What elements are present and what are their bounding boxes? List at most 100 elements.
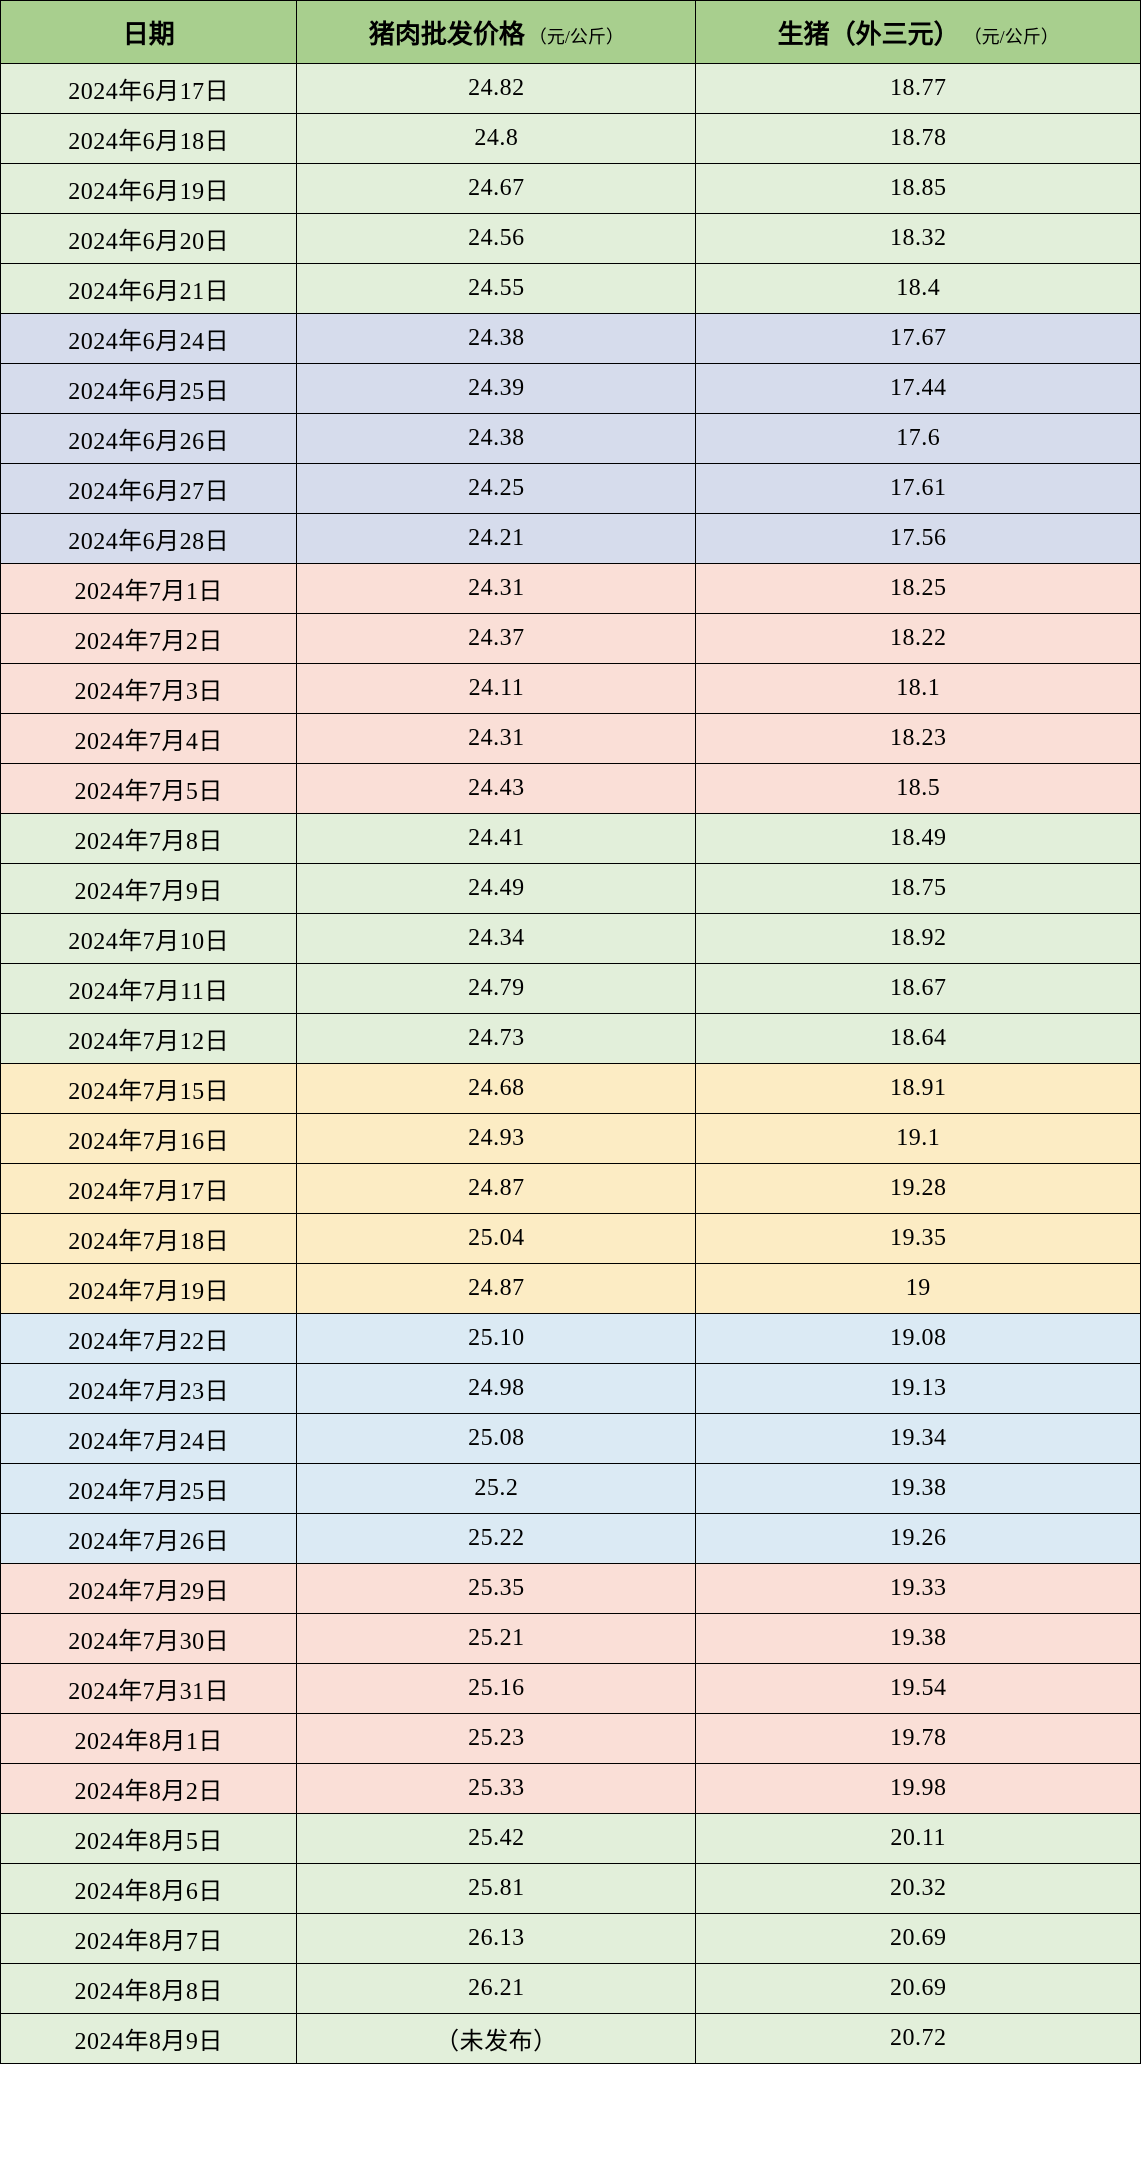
wholesale-price-cell-value: 25.33 (468, 1775, 525, 1801)
date-cell-value: 2024年7月16日 (68, 1129, 229, 1155)
hog-price-cell-value: 19.34 (890, 1425, 947, 1451)
table-row: 2024年7月23日24.9819.13 (1, 1364, 1141, 1414)
date-cell: 2024年6月24日 (1, 314, 297, 364)
wholesale-price-cell-value: 24.79 (468, 975, 525, 1001)
wholesale-price-cell-value: 24.43 (468, 775, 525, 801)
date-cell: 2024年7月18日 (1, 1214, 297, 1264)
date-cell-value: 2024年8月9日 (74, 2029, 223, 2055)
hog-price-cell-value: 20.11 (890, 1825, 946, 1851)
hog-price-cell-value: 20.32 (890, 1875, 947, 1901)
hog-price-cell: 19.33 (696, 1564, 1141, 1614)
wholesale-price-cell: 25.42 (297, 1814, 696, 1864)
date-cell: 2024年6月20日 (1, 214, 297, 264)
date-cell-value: 2024年7月9日 (74, 879, 223, 905)
wholesale-price-cell-value: 25.35 (468, 1575, 525, 1601)
hog-price-cell-value: 17.61 (890, 475, 947, 501)
hog-price-cell: 17.56 (696, 514, 1141, 564)
date-cell-value: 2024年7月19日 (68, 1279, 229, 1305)
table-row: 2024年7月19日24.8719 (1, 1264, 1141, 1314)
wholesale-price-cell: 24.43 (297, 764, 696, 814)
date-cell: 2024年7月29日 (1, 1564, 297, 1614)
date-cell: 2024年7月22日 (1, 1314, 297, 1364)
date-cell: 2024年7月24日 (1, 1414, 297, 1464)
hog-price-cell: 20.69 (696, 1964, 1141, 2014)
wholesale-price-cell-value: 26.13 (468, 1925, 525, 1951)
hog-price-cell-value: 19.08 (890, 1325, 947, 1351)
wholesale-price-cell: 25.08 (297, 1414, 696, 1464)
hog-price-cell-value: 18.49 (890, 825, 947, 851)
wholesale-price-cell: 24.79 (297, 964, 696, 1014)
table-row: 2024年7月25日25.219.38 (1, 1464, 1141, 1514)
hog-price-cell-value: 17.44 (890, 375, 947, 401)
table-row: 2024年7月22日25.1019.08 (1, 1314, 1141, 1364)
date-cell: 2024年7月23日 (1, 1364, 297, 1414)
date-cell: 2024年7月10日 (1, 914, 297, 964)
date-cell-value: 2024年8月8日 (74, 1979, 223, 2005)
hog-price-cell: 18.85 (696, 164, 1141, 214)
date-cell: 2024年7月30日 (1, 1614, 297, 1664)
date-cell: 2024年6月26日 (1, 414, 297, 464)
wholesale-price-cell-value: 24.39 (468, 375, 525, 401)
date-cell: 2024年8月5日 (1, 1814, 297, 1864)
wholesale-price-cell: 24.11 (297, 664, 696, 714)
table-row: 2024年7月10日24.3418.92 (1, 914, 1141, 964)
date-cell-value: 2024年7月1日 (74, 579, 223, 605)
hog-price-cell: 20.72 (696, 2014, 1141, 2064)
header-label-big: 日期 (123, 20, 175, 49)
wholesale-price-cell-value: 24.41 (468, 825, 525, 851)
date-cell: 2024年8月7日 (1, 1914, 297, 1964)
header-label-big: 猪肉批发价格 (369, 20, 525, 49)
wholesale-price-cell-value: （未发布） (435, 2029, 558, 2055)
hog-price-cell: 19.34 (696, 1414, 1141, 1464)
hog-price-cell: 18.25 (696, 564, 1141, 614)
date-cell-value: 2024年7月24日 (68, 1429, 229, 1455)
date-cell-value: 2024年7月26日 (68, 1529, 229, 1555)
hog-price-cell-value: 18.4 (896, 275, 940, 301)
date-cell-value: 2024年6月21日 (68, 279, 229, 305)
hog-price-cell-value: 19 (906, 1275, 931, 1301)
wholesale-price-cell-value: 24.87 (468, 1175, 525, 1201)
date-cell-value: 2024年6月18日 (68, 129, 229, 155)
date-cell-value: 2024年7月23日 (68, 1379, 229, 1405)
date-cell-value: 2024年6月19日 (68, 179, 229, 205)
hog-price-cell: 19.54 (696, 1664, 1141, 1714)
wholesale-price-cell: 24.68 (297, 1064, 696, 1114)
table-row: 2024年6月28日 24.2117.56 (1, 514, 1141, 564)
date-cell-value: 2024年8月7日 (74, 1929, 223, 1955)
hog-price-cell-value: 19.98 (890, 1775, 947, 1801)
date-cell-value: 2024年7月8日 (74, 829, 223, 855)
hog-price-cell: 19.13 (696, 1364, 1141, 1414)
hog-price-cell-value: 18.32 (890, 225, 947, 251)
wholesale-price-cell-value: 25.22 (468, 1525, 525, 1551)
date-cell-value: 2024年7月4日 (74, 729, 223, 755)
wholesale-price-cell: 24.8 (297, 114, 696, 164)
wholesale-price-cell-value: 24.11 (469, 675, 525, 701)
table-row: 2024年8月2日25.3319.98 (1, 1764, 1141, 1814)
table-row: 2024年7月29日 25.35 19.33 (1, 1564, 1141, 1614)
wholesale-price-cell-value: 24.68 (468, 1075, 525, 1101)
date-cell-value: 2024年7月31日 (68, 1679, 229, 1705)
wholesale-price-cell: 24.39 (297, 364, 696, 414)
date-cell-value: 2024年6月28日 (68, 529, 229, 555)
date-cell: 2024年7月19日 (1, 1264, 297, 1314)
hog-price-cell-value: 19.54 (890, 1675, 947, 1701)
date-cell-value: 2024年7月29日 (68, 1579, 229, 1605)
hog-price-cell-value: 19.1 (896, 1125, 940, 1151)
wholesale-price-cell-value: 24.25 (468, 475, 525, 501)
table-row: 2024年7月24日 25.08 19.34 (1, 1414, 1141, 1464)
date-cell-value: 2024年6月17日 (68, 79, 229, 105)
wholesale-price-cell: 24.56 (297, 214, 696, 264)
wholesale-price-cell: 24.21 (297, 514, 696, 564)
date-cell: 2024年6月17日 (1, 64, 297, 114)
date-cell: 2024年8月9日 (1, 2014, 297, 2064)
wholesale-price-cell: 24.38 (297, 414, 696, 464)
table-row: 2024年7月31日25.1619.54 (1, 1664, 1141, 1714)
table-row: 2024年7月16日24.9319.1 (1, 1114, 1141, 1164)
date-cell: 2024年7月12日 (1, 1014, 297, 1064)
wholesale-price-cell: 25.04 (297, 1214, 696, 1264)
table-row: 2024年6月25日24.3917.44 (1, 364, 1141, 414)
hog-price-cell-value: 18.22 (890, 625, 947, 651)
wholesale-price-cell-value: 24.31 (468, 575, 525, 601)
wholesale-price-cell-value: 26.21 (468, 1975, 525, 2001)
date-cell-value: 2024年6月26日 (68, 429, 229, 455)
